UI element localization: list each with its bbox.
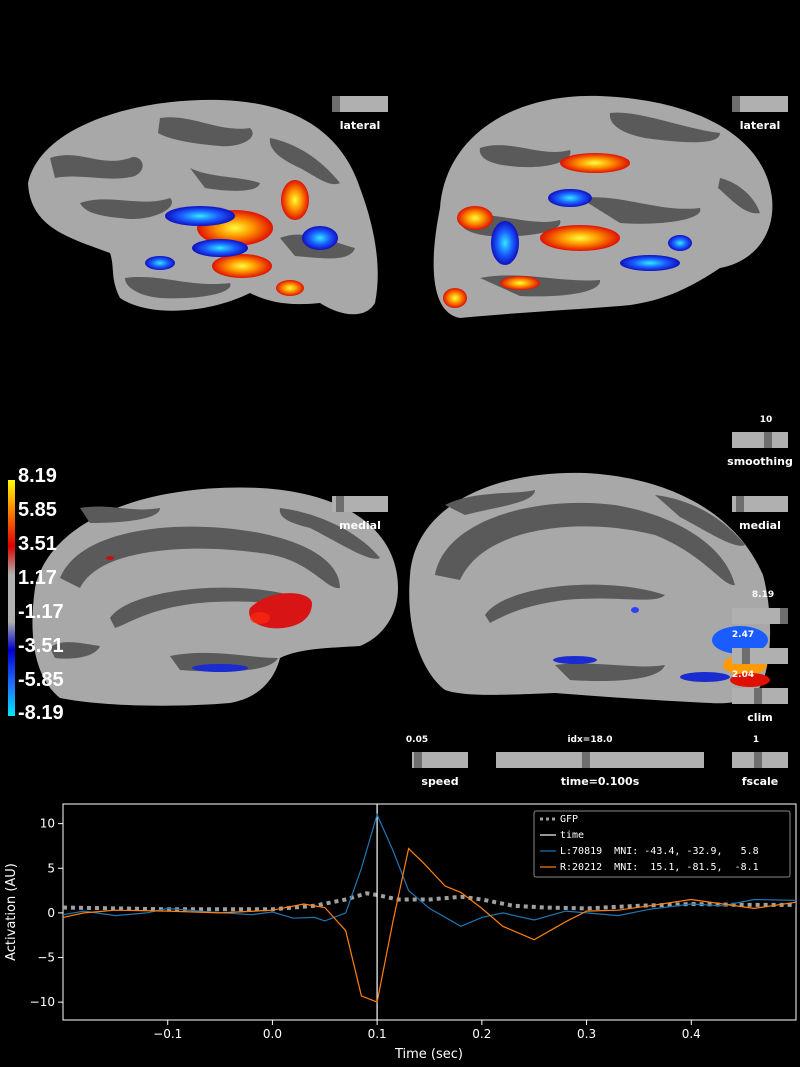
fscale-value: 1 [752,735,760,745]
x-tick-label: 0.3 [577,1027,596,1041]
clim-max-slider[interactable] [732,608,788,624]
slider-handle[interactable] [414,752,422,768]
colorbar-tick-label: -1.17 [18,601,64,623]
y-axis: −10 −5 0 5 10 [30,817,63,1009]
colorbar-tick-label: -8.19 [18,702,64,724]
y-tick-label: 5 [47,861,55,875]
time-course-plot[interactable]: −0.1 0.0 0.1 0.2 0.3 0.4 −10 −5 0 5 10 Time (sec)… [0,790,800,1067]
clim-mid-slider[interactable] [732,648,788,664]
plot-legend: GFP time L:70819 MNI: -43.4, -32.9, 5.8 … [533,810,791,878]
legend-entry: L:70819 MNI: -43.4, -32.9, 5.8 [560,846,759,857]
y-tick-label: −5 [37,951,55,965]
lh-lateral-view-label: lateral [339,119,381,132]
x-tick-label: 0.0 [263,1027,282,1041]
slider-handle[interactable] [754,752,762,768]
slider-handle[interactable] [732,96,740,112]
x-axis: −0.1 0.0 0.1 0.2 0.3 0.4 [153,1020,701,1041]
y-tick-label: 0 [47,906,55,920]
right-vertex-trace [62,847,797,1003]
x-tick-label: 0.1 [368,1027,387,1041]
y-axis-label: Activation (AU) [4,863,19,961]
clim-mid-value: 2.47 [731,630,755,640]
brain-surface-lh-medial[interactable] [20,478,400,713]
colorbar-tick-label: -3.51 [18,635,64,657]
legend-entry: R:20212 MNI: 15.1, -81.5, -8.1 [560,862,759,873]
time-slider[interactable] [496,752,704,768]
speed-label: speed [421,775,459,788]
brain-surface-lh-lateral[interactable] [20,88,390,328]
brain-surface-rh-medial[interactable] [405,465,773,720]
legend-entry: time [560,830,584,841]
clim-min-slider[interactable] [732,688,788,704]
colorbar-tick-label: 1.17 [18,567,57,589]
colorbar-tick-label: 5.85 [18,499,57,521]
y-tick-label: −10 [30,995,55,1009]
speed-value: 0.05 [405,735,429,745]
slider-handle[interactable] [754,688,762,704]
plot-series [62,804,797,1020]
rh-medial-view-slider[interactable] [732,496,788,512]
y-tick-label: 10 [40,817,55,831]
rh-lateral-view-label: lateral [739,119,781,132]
smoothing-label: smoothing [727,455,793,468]
colorbar-tick-label: -5.85 [18,669,64,691]
lh-medial-view-slider[interactable] [332,496,388,512]
x-tick-label: 0.4 [682,1027,701,1041]
colorbar-tick-label: 3.51 [18,533,57,555]
time-label: time=0.100s [560,775,640,788]
legend-entry: GFP [560,814,578,825]
rh-lateral-view-slider[interactable] [732,96,788,112]
x-tick-label: 0.2 [472,1027,491,1041]
fscale-label: fscale [741,775,779,788]
time-index-value: idx=18.0 [567,735,613,745]
clim-min-value: 2.04 [731,670,755,680]
rh-medial-view-label: medial [739,519,781,532]
slider-handle[interactable] [742,648,750,664]
lh-medial-view-label: medial [339,519,381,532]
colorbar [8,480,15,716]
plot-axes-frame [62,803,797,1021]
clim-label: clim [747,711,773,724]
speed-slider[interactable] [412,752,468,768]
slider-handle[interactable] [780,608,788,624]
smoothing-value: 10 [759,415,773,425]
gfp-trace [62,891,796,912]
colorbar-tick-label: 8.19 [18,465,57,487]
slider-handle[interactable] [582,752,590,768]
smoothing-slider[interactable] [732,432,788,448]
left-vertex-trace [62,812,797,927]
x-axis-label: Time (sec) [394,1047,463,1062]
slider-handle[interactable] [736,496,744,512]
brain-surface-rh-lateral[interactable] [420,88,780,323]
fscale-slider[interactable] [732,752,788,768]
x-tick-label: −0.1 [153,1027,182,1041]
lh-lateral-view-slider[interactable] [332,96,388,112]
slider-handle[interactable] [332,96,340,112]
slider-handle[interactable] [336,496,344,512]
clim-max-value: 8.19 [751,590,775,600]
slider-handle[interactable] [764,432,772,448]
